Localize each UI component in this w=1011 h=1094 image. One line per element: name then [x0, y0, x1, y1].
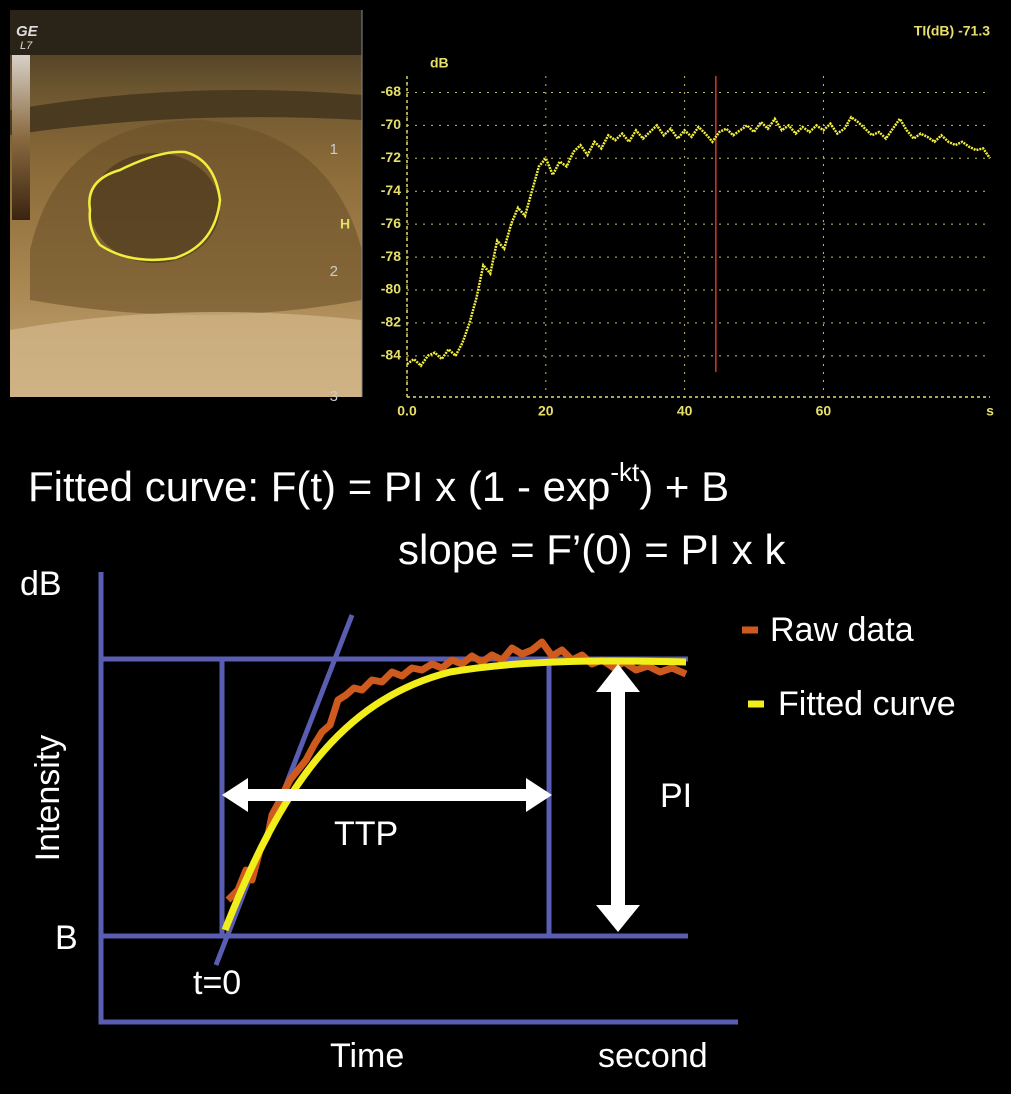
legend-label: Fitted curve	[778, 685, 956, 723]
us-bottom	[10, 312, 362, 397]
depth-label: 1	[330, 141, 338, 158]
probe: L7	[20, 40, 33, 52]
x-unit: second	[598, 1037, 708, 1075]
formula-main: Fitted curve: F(t) = PI x (1 - exp	[28, 463, 610, 510]
baseline-label: B	[55, 919, 78, 957]
x-tick-label: 60	[816, 403, 832, 419]
formula-tail: ) + B	[639, 463, 729, 510]
x-tick-label: 0.0	[397, 403, 417, 419]
formula: Fitted curve: F(t) = PI x (1 - exp-kt) +…	[28, 457, 729, 510]
pi-arrow	[596, 664, 640, 932]
y-tick-label: -74	[381, 182, 401, 198]
schematic: Raw data Fitted curve dB Intensity B t=0…	[20, 565, 956, 1075]
formula-sup: -kt	[610, 457, 640, 487]
legend-label: Raw data	[770, 611, 914, 649]
fitted-curve	[221, 657, 687, 932]
y-tick-label: -68	[381, 83, 401, 99]
plot: -68 -70 -72 -74 -76 -78 -80 -82 -84 0.0 20 40 60	[381, 76, 992, 419]
us-layer	[10, 90, 362, 135]
logo: GE	[16, 23, 39, 40]
ttp-label: TTP	[334, 815, 398, 853]
depth-label: 3	[330, 388, 338, 405]
slope: slope = F’(0) = PI x k	[398, 526, 786, 573]
x-tick-label: 40	[677, 403, 693, 419]
x-unit: s	[986, 403, 994, 419]
x-label: Time	[330, 1037, 404, 1075]
y-tick-label: -82	[381, 314, 401, 330]
lesion	[90, 153, 220, 263]
y-tick-label: -78	[381, 248, 401, 264]
depth-label: 2	[330, 263, 338, 280]
ttp-arrow	[222, 778, 552, 812]
roi	[88, 150, 222, 262]
y-label: Intensity	[29, 735, 67, 862]
t0-label: t=0	[193, 964, 241, 1002]
y-tick-label: -84	[381, 347, 401, 363]
pi-label: PI	[660, 777, 692, 815]
y-unit: dB	[20, 565, 62, 603]
y-unit: dB	[430, 55, 449, 71]
color-bar	[12, 55, 30, 220]
readout: TI(dB) -71.3	[914, 23, 990, 39]
us-top	[10, 10, 362, 55]
y-tick-label: -76	[381, 215, 401, 231]
marker: H	[340, 216, 350, 232]
y-tick-label: -72	[381, 149, 401, 165]
data-line	[406, 115, 992, 368]
x-tick-label: 20	[538, 403, 554, 419]
axes	[98, 572, 738, 1025]
y-tick-label: -80	[381, 281, 401, 297]
ultrasound-image: GE L7 H 1 2 3	[10, 10, 363, 405]
y-tick-label: -70	[381, 116, 401, 132]
